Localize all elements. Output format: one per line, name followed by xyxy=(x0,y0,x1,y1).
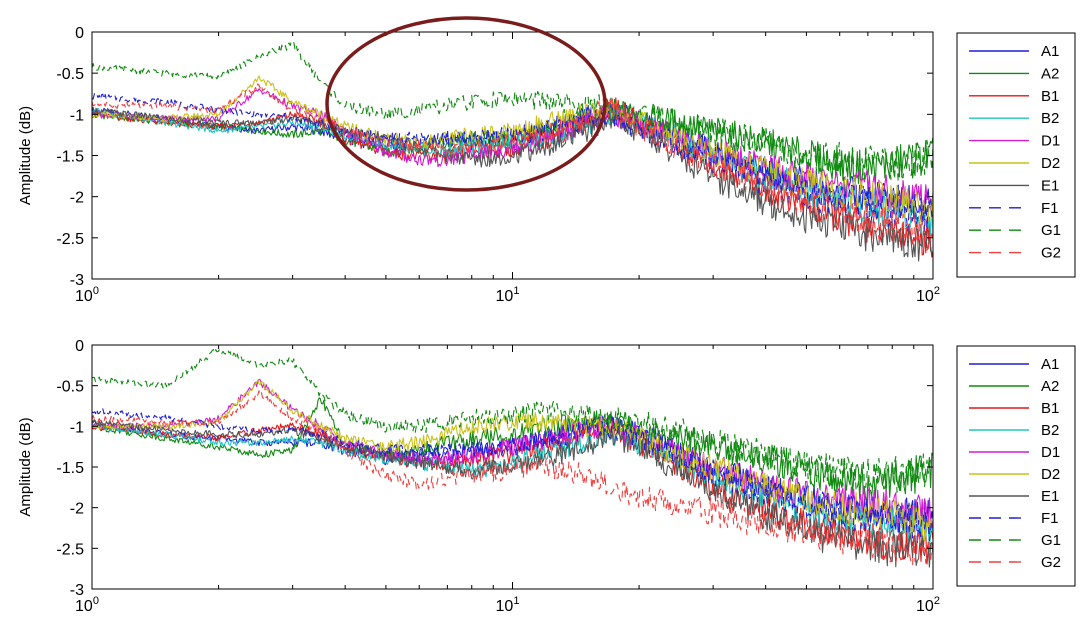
x-tick-label: 102 xyxy=(916,595,940,615)
legend-label-d1: D1 xyxy=(1041,444,1060,461)
legend-label-a1: A1 xyxy=(1041,43,1059,60)
legend-label-d2: D2 xyxy=(1041,466,1060,483)
y-tick-label: 0 xyxy=(75,338,84,355)
legend: A1 A2 B1 B2 D1 D2 E1 F1 G1 G2 xyxy=(956,345,1076,587)
x-tick-label: 100 xyxy=(75,285,99,305)
y-tick-label: -2.5 xyxy=(56,541,84,558)
series-line-g1 xyxy=(92,40,933,182)
series-line-d1 xyxy=(92,88,933,218)
series-line-g1 xyxy=(92,348,933,493)
x-tick-label: 100 xyxy=(75,595,99,615)
y-tick-label: -2 xyxy=(70,501,84,518)
y-tick-label: -2.5 xyxy=(56,231,84,248)
y-tick-label: -3 xyxy=(70,272,84,289)
y-tick-label: -0.5 xyxy=(56,379,84,396)
legend-label-e1: E1 xyxy=(1041,177,1059,194)
legend-label-b1: B1 xyxy=(1041,400,1059,417)
x-tick-label: 101 xyxy=(496,285,520,305)
legend-label-a1: A1 xyxy=(1041,356,1059,373)
legend-label-g1: G1 xyxy=(1041,532,1061,549)
series-group xyxy=(92,40,933,262)
legend-label-d2: D2 xyxy=(1041,155,1060,172)
series-line-b1 xyxy=(92,97,933,258)
series-line-e1 xyxy=(92,106,933,262)
legend-label-a2: A2 xyxy=(1041,378,1059,395)
legend-label-b2: B2 xyxy=(1041,110,1059,127)
legend-label-b1: B1 xyxy=(1041,88,1059,105)
series-line-f1 xyxy=(92,408,933,543)
y-tick-label: -1.5 xyxy=(56,460,84,477)
legend-label-e1: E1 xyxy=(1041,488,1059,505)
legend-label-g2: G2 xyxy=(1041,554,1061,571)
y-tick-label: 0 xyxy=(75,25,84,42)
series-line-e1 xyxy=(92,419,933,568)
y-tick-label: -1 xyxy=(70,107,84,124)
legend-label-a2: A2 xyxy=(1041,65,1059,82)
legend: A1 A2 B1 B2 D1 D2 E1 F1 G1 G2 xyxy=(956,32,1076,278)
y-axis-label: Amplitude (dB) xyxy=(17,106,34,205)
series-line-g2 xyxy=(92,83,933,251)
x-tick-label: 102 xyxy=(916,285,940,305)
y-tick-label: -0.5 xyxy=(56,66,84,83)
legend-label-b2: B2 xyxy=(1041,422,1059,439)
legend-label-g1: G1 xyxy=(1041,222,1061,239)
annotation-ellipse xyxy=(325,16,607,192)
legend-label-g2: G2 xyxy=(1041,245,1061,262)
x-tick-label: 101 xyxy=(496,595,520,615)
series-group xyxy=(92,348,933,568)
y-tick-label: -1 xyxy=(70,419,84,436)
y-tick-label: -2 xyxy=(70,190,84,207)
y-axis-label: Amplitude (dB) xyxy=(17,417,34,516)
y-tick-label: -3 xyxy=(70,582,84,599)
legend-label-d1: D1 xyxy=(1041,133,1060,150)
legend-label-f1: F1 xyxy=(1041,200,1059,217)
series-line-d1 xyxy=(92,378,933,529)
series-line-g2 xyxy=(92,390,933,566)
series-line-a2 xyxy=(92,397,933,502)
y-tick-label: -1.5 xyxy=(56,149,84,166)
legend-label-f1: F1 xyxy=(1041,510,1059,527)
